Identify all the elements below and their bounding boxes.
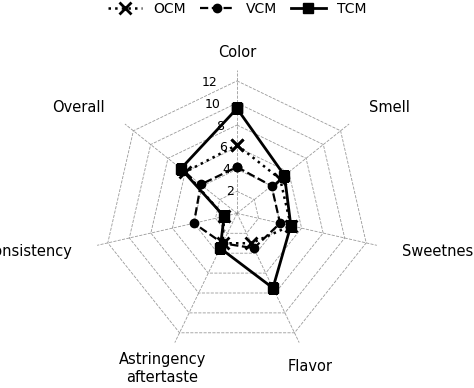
- Text: Flavor: Flavor: [288, 359, 333, 374]
- Text: 4: 4: [222, 163, 230, 176]
- Legend: OCM, VCM, TCM: OCM, VCM, TCM: [102, 0, 372, 21]
- Text: Sweetness: Sweetness: [402, 244, 474, 258]
- Text: 2: 2: [226, 185, 234, 198]
- Text: Overall: Overall: [52, 100, 105, 115]
- Text: 10: 10: [205, 98, 220, 111]
- Text: 8: 8: [216, 120, 224, 133]
- Text: 6: 6: [219, 141, 227, 154]
- Text: 12: 12: [201, 76, 217, 89]
- Text: Astringency
aftertaste: Astringency aftertaste: [118, 352, 206, 385]
- Text: Smell: Smell: [369, 100, 410, 115]
- Text: Color: Color: [218, 45, 256, 60]
- Text: Consistency: Consistency: [0, 244, 72, 258]
